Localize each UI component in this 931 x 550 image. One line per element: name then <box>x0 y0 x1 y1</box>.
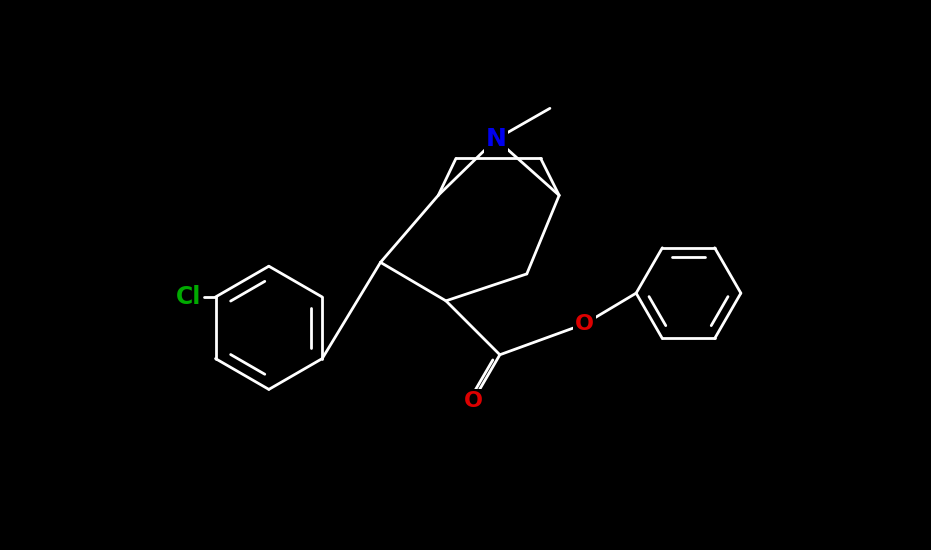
Text: O: O <box>575 314 594 334</box>
Text: O: O <box>464 391 482 411</box>
Text: Cl: Cl <box>176 285 201 309</box>
Text: N: N <box>486 127 506 151</box>
